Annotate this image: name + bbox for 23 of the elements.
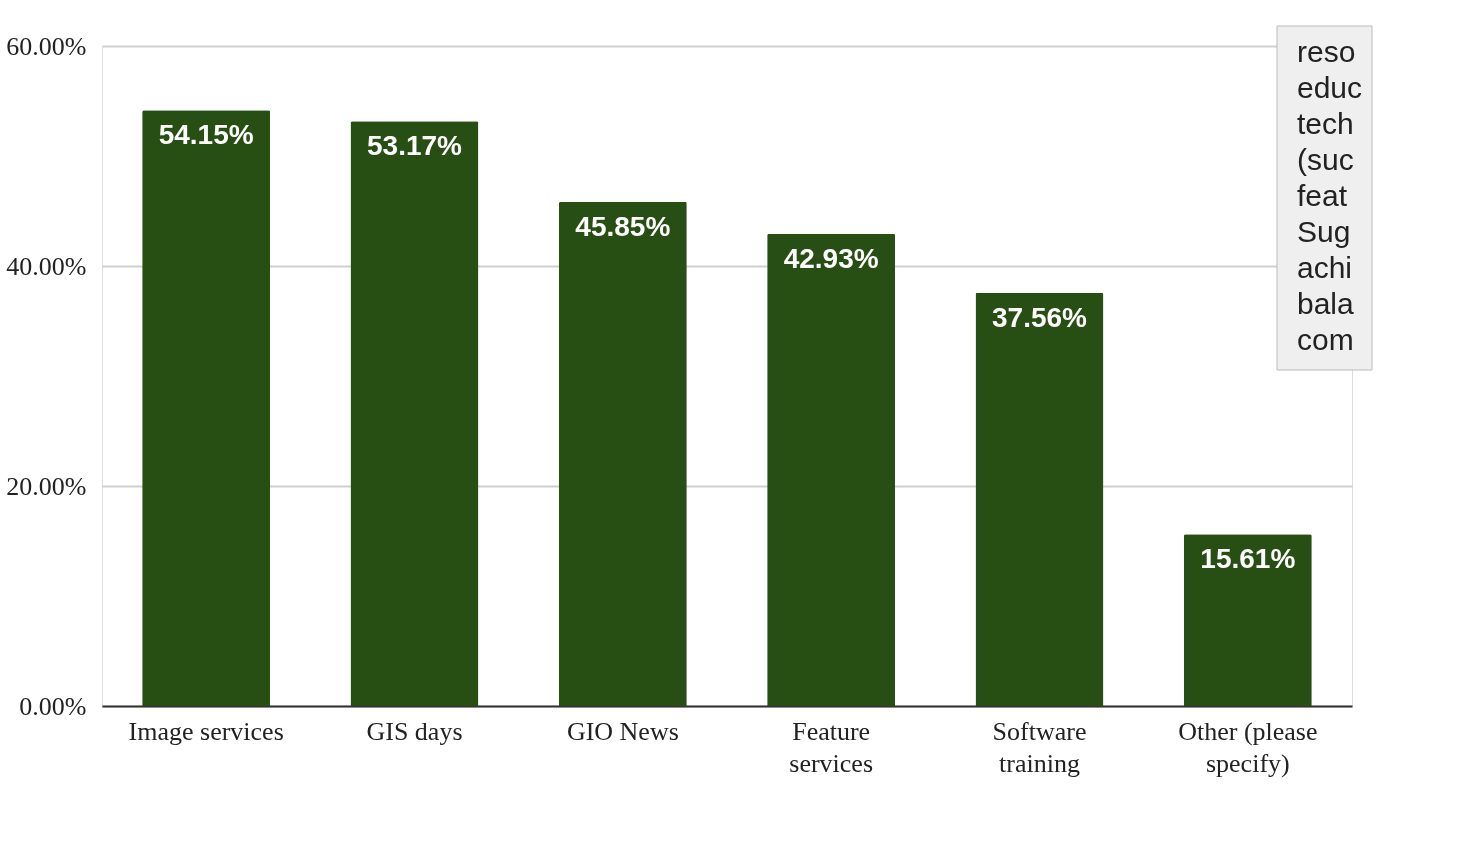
x-tick-label: Software training [992,716,1087,778]
bar [350,121,479,706]
data-label: 15.61% [1200,543,1296,575]
bar [975,292,1104,706]
bar [767,233,896,706]
bar [1183,534,1312,706]
y-tick-label: 40.00% [6,251,87,281]
x-tick-label: Image services [128,716,284,746]
bar [142,110,271,706]
x-tick-label: GIO News [566,716,679,746]
bar [558,201,687,706]
text: reso educ tech (suc feat Sug achi bala com [1297,35,1363,356]
data-label: 45.85% [575,210,671,242]
x-tick-label: Feature services [789,716,874,778]
y-tick-label: 60.00% [6,31,87,61]
data-label: 53.17% [367,130,463,162]
y-tick-label: 0.00% [19,691,87,721]
x-tick-label: GIS days [366,716,463,746]
data-label: 54.15% [158,119,254,151]
data-label: 42.93% [783,242,879,274]
x-tick-label: Other (please specify) [1178,716,1318,778]
data-label: 37.56% [992,301,1088,333]
y-tick-label: 20.00% [6,471,87,501]
